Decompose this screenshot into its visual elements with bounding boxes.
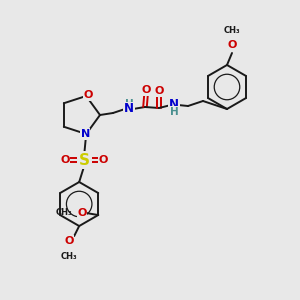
Text: O: O — [61, 155, 70, 165]
Text: O: O — [77, 208, 87, 218]
Text: O: O — [98, 155, 108, 165]
Text: O: O — [83, 90, 93, 100]
Text: O: O — [154, 86, 164, 96]
Text: O: O — [141, 85, 151, 95]
Text: S: S — [79, 152, 90, 167]
Text: O: O — [227, 40, 237, 50]
Text: O: O — [64, 236, 74, 246]
Text: N: N — [81, 129, 90, 139]
Text: CH₃: CH₃ — [56, 208, 72, 217]
Text: CH₃: CH₃ — [61, 252, 77, 261]
Text: N: N — [169, 98, 179, 112]
Text: H: H — [169, 107, 178, 117]
Text: CH₃: CH₃ — [224, 26, 240, 35]
Text: N: N — [124, 103, 134, 116]
Text: H: H — [124, 99, 134, 109]
